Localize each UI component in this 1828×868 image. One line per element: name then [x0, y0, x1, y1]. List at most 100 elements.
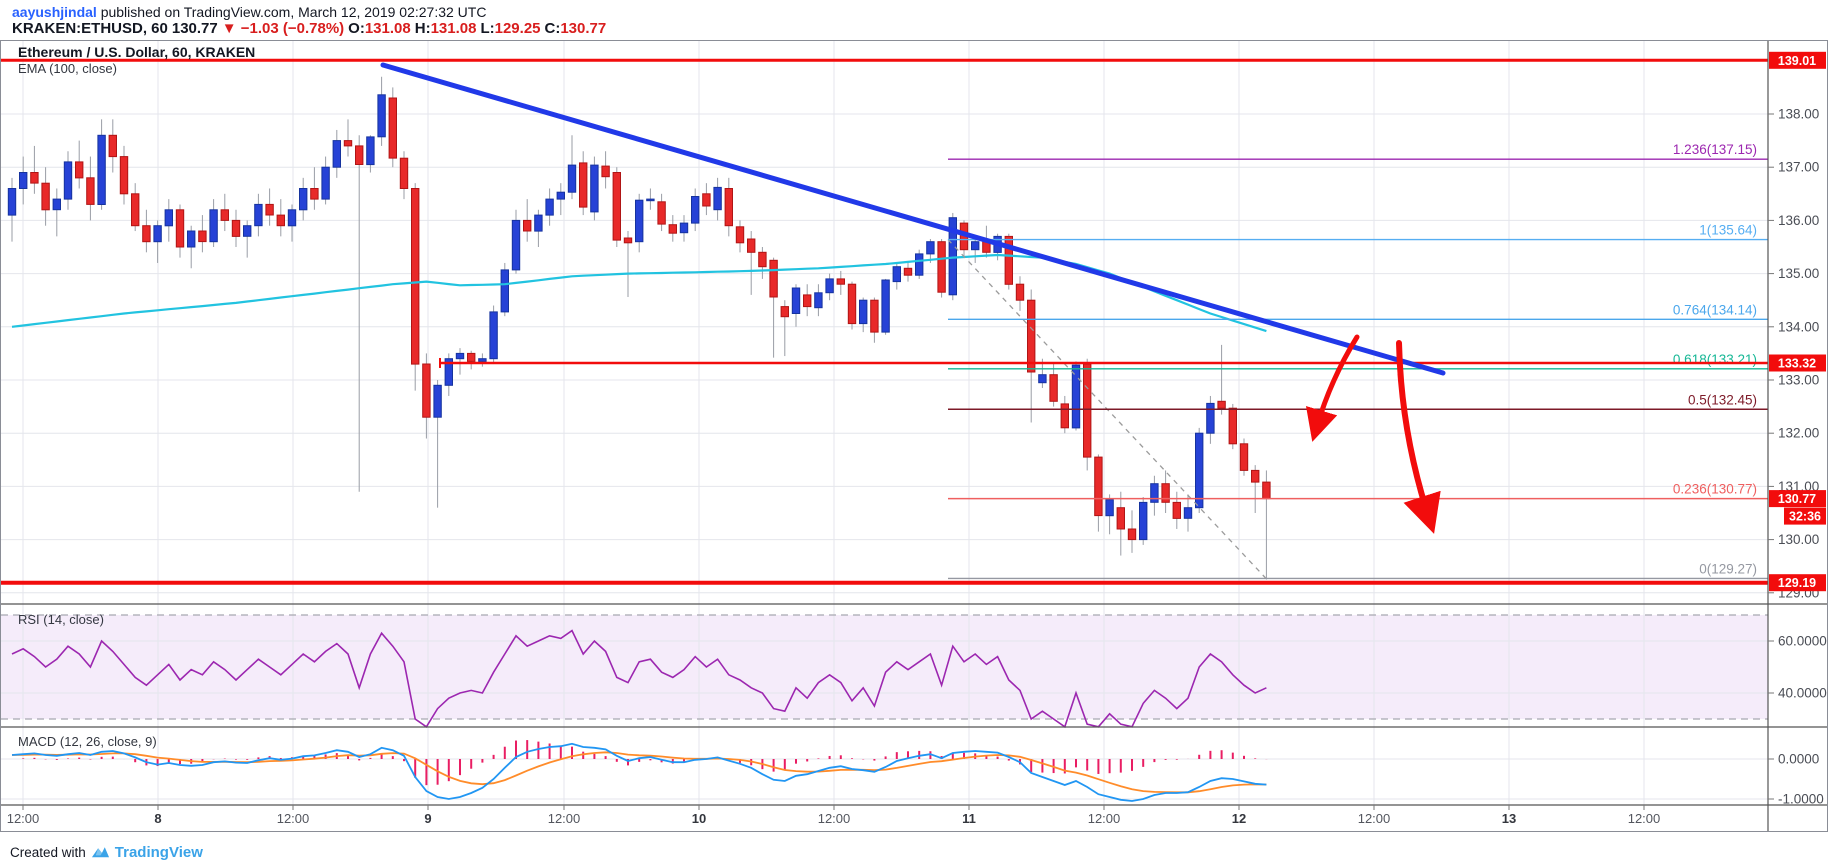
candle-body — [198, 230, 207, 243]
time-axis-label: 12:00 — [818, 811, 851, 826]
candle-body — [231, 219, 241, 237]
candle-body — [1049, 374, 1058, 402]
close-label: C: — [544, 20, 561, 37]
time-axis-label: 12:00 — [277, 811, 310, 826]
price-axis-label: 137.00 — [1778, 160, 1819, 175]
candle-body — [209, 209, 218, 243]
candle-body — [1127, 528, 1137, 541]
time-axis-label: 10 — [692, 811, 706, 826]
candle-body — [702, 193, 711, 207]
candle-body — [75, 161, 84, 179]
candle-body — [119, 156, 129, 195]
candle-body — [1105, 499, 1114, 517]
price-axis-label: 133.00 — [1778, 373, 1819, 388]
candle-body — [433, 384, 442, 418]
published-text: published on TradingView.com, March 12, … — [96, 4, 487, 20]
candle-body — [19, 172, 28, 189]
publish-info: aayushjindal published on TradingView.co… — [12, 4, 486, 20]
price-axis[interactable]: 138.00 137.00 136.00 135.00 134.00 133.00 132.… — [1768, 51, 1827, 807]
time-axis-label: 12:00 — [1358, 811, 1391, 826]
price-axis-label: 134.00 — [1778, 319, 1819, 334]
footer: Created with TradingView — [10, 843, 203, 862]
candle-body — [769, 259, 778, 298]
candlestick-series — [7, 76, 1271, 580]
candle-body — [836, 278, 845, 285]
price-axis-label: 135.00 — [1778, 266, 1819, 281]
author-link[interactable]: aayushjindal — [12, 4, 97, 20]
candle-body — [1027, 299, 1036, 373]
high-label: H: — [414, 20, 431, 37]
candle-body — [1228, 407, 1237, 445]
high-value: 131.08 — [430, 20, 477, 37]
candle-body — [1262, 481, 1271, 500]
candle-body — [915, 253, 924, 276]
fib-level-label: 0.764(134.14) — [1673, 302, 1757, 317]
candle-body — [847, 283, 857, 325]
symbol-readout: KRAKEN:ETHUSD, 60 130.77 ▼ −1.03 (−0.78%) O… — [12, 20, 610, 37]
candle-body — [859, 299, 868, 325]
created-with-text: Created with — [10, 845, 86, 860]
candle-body — [780, 306, 789, 318]
candle-body — [175, 209, 185, 248]
tradingview-brand-link[interactable]: TradingView — [114, 844, 203, 861]
candle-body — [1083, 363, 1092, 458]
candle-body — [1139, 501, 1148, 541]
candle-body — [366, 136, 375, 166]
candle-body — [1251, 469, 1260, 483]
candle-body — [254, 203, 263, 227]
candle-body — [455, 352, 465, 360]
candle-body — [623, 237, 633, 244]
candle-body — [388, 97, 398, 159]
ema-legend: EMA (100, close) — [18, 61, 117, 76]
countdown-badge — [1784, 507, 1826, 525]
price-axis-label: 138.00 — [1778, 107, 1819, 122]
candle-body — [422, 363, 431, 418]
fib-retracement-drawing[interactable]: 1.236(137.15) 1(135.64) 0.764(134.14) 0.618… — [947, 142, 1768, 580]
price-badge — [1769, 51, 1826, 69]
rsi-axis-label: 60.0000 — [1778, 634, 1827, 649]
candle-body — [926, 241, 935, 255]
macd-legend: MACD (12, 26, close, 9) — [18, 734, 157, 749]
candle-body — [1015, 283, 1025, 301]
candle-body — [791, 287, 801, 314]
candle-body — [1071, 364, 1081, 429]
candle-body — [556, 191, 565, 200]
candle-body — [803, 294, 812, 308]
arrow-drawing[interactable] — [1305, 334, 1360, 442]
candle-body — [1172, 501, 1181, 519]
open-label: O: — [348, 20, 365, 37]
fib-level-label: 0(129.27) — [1699, 561, 1757, 576]
trendline-drawing[interactable] — [380, 62, 1446, 376]
candle-body — [355, 145, 364, 165]
fib-level-label: 0.5(132.45) — [1688, 392, 1757, 407]
fib-level-label: 1.236(137.15) — [1673, 142, 1757, 157]
candle-body — [668, 224, 677, 234]
price-badge-label: 133.32 — [1778, 356, 1816, 370]
macd-line — [11, 742, 1267, 802]
candle-body — [948, 217, 957, 296]
time-axis-label: 13 — [1502, 811, 1516, 826]
symbol-name[interactable]: KRAKEN:ETHUSD, 60 — [12, 20, 168, 37]
candle-body — [265, 203, 274, 216]
candle-body — [825, 278, 834, 294]
candle-body — [870, 299, 879, 333]
candle-body — [1094, 456, 1103, 517]
low-value: 129.25 — [494, 20, 541, 37]
rsi-axis-label: 40.0000 — [1778, 686, 1827, 701]
candle-body — [310, 188, 319, 200]
candle-body — [579, 162, 588, 208]
time-axis-label: 8 — [154, 811, 161, 826]
candle-body — [63, 161, 73, 200]
candle-body — [523, 219, 532, 232]
arrow-drawing[interactable] — [1396, 340, 1441, 534]
tradingview-logo-icon — [91, 847, 109, 858]
candle-body — [903, 267, 913, 276]
candle-body — [187, 230, 196, 248]
candle-body — [299, 188, 308, 211]
candle-body — [679, 222, 689, 234]
candle-body — [1038, 374, 1047, 384]
price-axis-label: 136.00 — [1778, 213, 1819, 228]
macd-axis-label: -1.0000 — [1778, 792, 1824, 807]
time-axis[interactable]: 12:00 8 12:00 9 12:00 10 12:00 11 12:00 12 12:00 13… — [7, 805, 1661, 826]
